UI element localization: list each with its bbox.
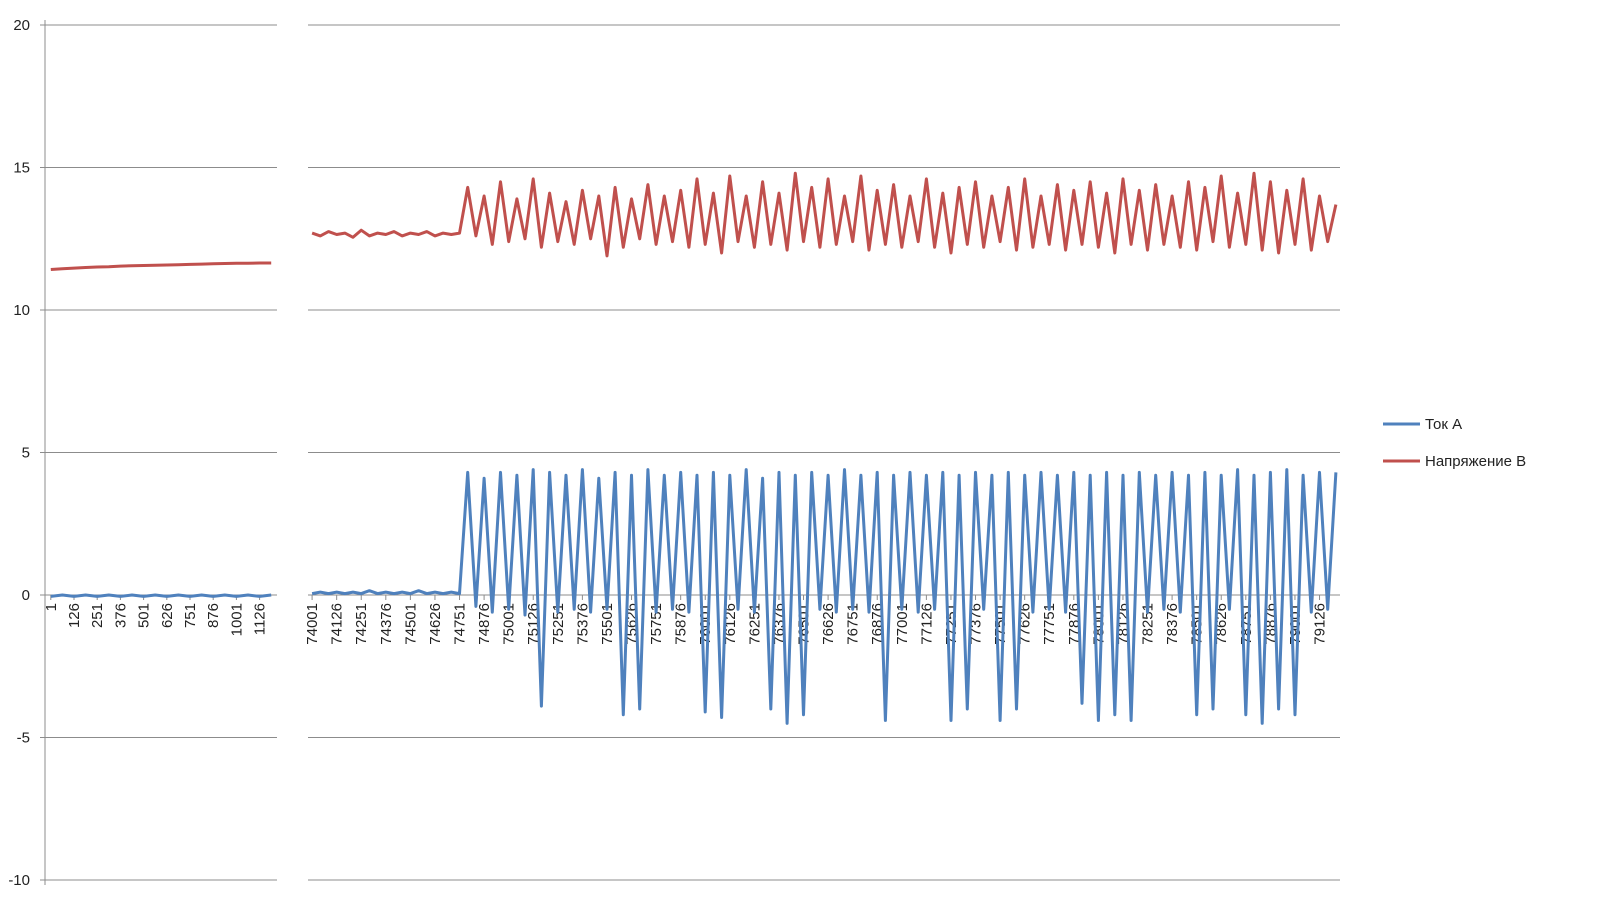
x-tick-label: 78501 bbox=[1189, 603, 1206, 645]
x-tick-label: 75501 bbox=[599, 603, 616, 645]
x-tick-label: 74376 bbox=[378, 603, 395, 645]
series-line bbox=[311, 468, 1338, 725]
y-tick-label: 20 bbox=[13, 17, 30, 34]
x-tick-label: 77126 bbox=[918, 603, 935, 645]
x-tick-label: 79001 bbox=[1287, 603, 1304, 645]
series-line bbox=[311, 171, 1338, 258]
x-tick-label: 77751 bbox=[1041, 603, 1058, 645]
x-tick-label: 74126 bbox=[329, 603, 346, 645]
x-tick-label: 78251 bbox=[1140, 603, 1157, 645]
x-tick-label: 75376 bbox=[574, 603, 591, 645]
x-tick-label: 78376 bbox=[1164, 603, 1181, 645]
y-tick-label: -10 bbox=[8, 872, 30, 889]
x-tick-label: 75001 bbox=[501, 603, 518, 645]
x-tick-label: 77251 bbox=[943, 603, 960, 645]
series-line bbox=[50, 593, 272, 598]
x-tick-label: 751 bbox=[182, 603, 199, 628]
x-tick-label: 1001 bbox=[228, 603, 245, 636]
x-tick-label: 76751 bbox=[845, 603, 862, 645]
x-tick-label: 76001 bbox=[697, 603, 714, 645]
x-tick-label: 75876 bbox=[673, 603, 690, 645]
x-tick-label: 76251 bbox=[746, 603, 763, 645]
y-tick-label: 5 bbox=[22, 445, 30, 462]
x-tick-label: 501 bbox=[136, 603, 153, 628]
x-tick-label: 78751 bbox=[1238, 603, 1255, 645]
x-tick-label: 1126 bbox=[252, 603, 269, 635]
x-tick-label: 74001 bbox=[304, 603, 321, 645]
x-tick-label: 74626 bbox=[427, 603, 444, 645]
series-line bbox=[50, 261, 272, 271]
x-tick-label: 76626 bbox=[820, 603, 837, 645]
x-tick-label: 376 bbox=[112, 603, 129, 628]
x-tick-label: 1 bbox=[43, 603, 60, 611]
x-tick-label: 79126 bbox=[1312, 603, 1329, 645]
x-tick-label: 77001 bbox=[894, 603, 911, 645]
x-tick-label: 78001 bbox=[1090, 603, 1107, 645]
x-tick-label: 74501 bbox=[402, 603, 419, 645]
y-tick-label: 15 bbox=[13, 160, 30, 177]
x-tick-label: 876 bbox=[205, 603, 222, 628]
x-tick-label: 251 bbox=[89, 603, 106, 628]
x-tick-label: 77501 bbox=[992, 603, 1009, 645]
y-tick-label: -5 bbox=[17, 730, 30, 747]
y-tick-label: 10 bbox=[13, 302, 30, 319]
x-tick-label: 74751 bbox=[452, 603, 469, 645]
y-tick-label: 0 bbox=[22, 587, 30, 604]
x-tick-label: 74251 bbox=[353, 603, 370, 645]
legend-label: Ток А bbox=[1425, 416, 1462, 433]
x-tick-label: 75751 bbox=[648, 603, 665, 645]
x-tick-label: 76501 bbox=[796, 603, 813, 645]
x-tick-label: 126 bbox=[66, 603, 83, 628]
x-tick-label: 626 bbox=[159, 603, 176, 628]
legend-label: Напряжение В bbox=[1425, 453, 1526, 470]
x-tick-label: 75251 bbox=[550, 603, 567, 645]
x-tick-label: 74876 bbox=[476, 603, 493, 645]
